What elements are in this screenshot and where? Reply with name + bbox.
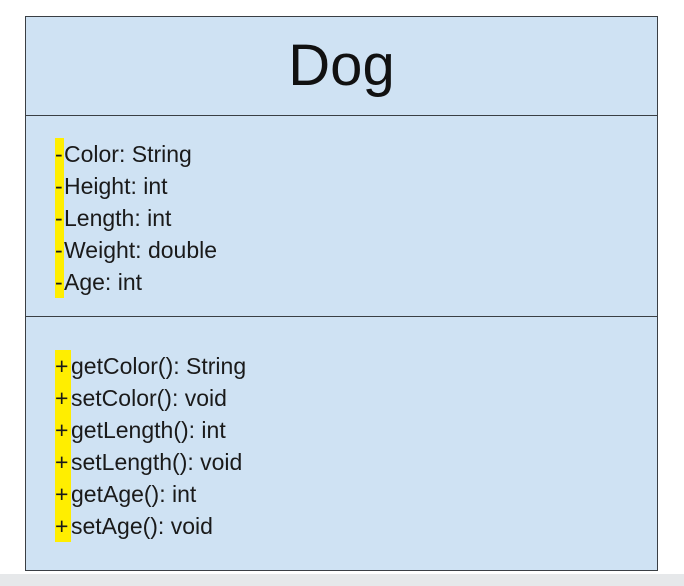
visibility-marker: -: [55, 138, 64, 170]
operation-text: setColor(): void: [71, 385, 227, 411]
attribute-text: Height: int: [64, 173, 168, 199]
operation-item: + setColor(): void: [55, 382, 246, 414]
operation-list: + getColor(): String + setColor(): void + g…: [55, 350, 246, 542]
attribute-item: - Weight: double: [55, 234, 217, 266]
class-name: Dog: [288, 33, 395, 98]
bottom-strip: [0, 574, 684, 586]
operation-text: setAge(): void: [71, 513, 213, 539]
visibility-marker: +: [55, 510, 71, 542]
attribute-text: Length: int: [64, 205, 172, 231]
operations-compartment: + getColor(): String + setColor(): void + g…: [26, 317, 657, 570]
attribute-item: - Age: int: [55, 266, 217, 298]
operation-text: getLength(): int: [71, 417, 226, 443]
visibility-marker: -: [55, 170, 64, 202]
attribute-text: Age: int: [64, 269, 142, 295]
visibility-marker: -: [55, 266, 64, 298]
operation-text: getAge(): int: [71, 481, 197, 507]
attribute-item: - Length: int: [55, 202, 217, 234]
visibility-marker: -: [55, 234, 64, 266]
visibility-marker: +: [55, 414, 71, 446]
visibility-marker: +: [55, 446, 71, 478]
visibility-marker: -: [55, 202, 64, 234]
operation-item: + setAge(): void: [55, 510, 246, 542]
operation-item: + getColor(): String: [55, 350, 246, 382]
class-name-compartment: Dog: [26, 17, 657, 116]
attributes-compartment: - Color: String - Height: int - Length: int…: [26, 116, 657, 317]
attribute-text: Weight: double: [64, 237, 218, 263]
operation-text: getColor(): String: [71, 353, 247, 379]
visibility-marker: +: [55, 382, 71, 414]
operation-text: setLength(): void: [71, 449, 243, 475]
uml-class-box[interactable]: Dog - Color: String - Height: int - Length:…: [25, 16, 658, 571]
attribute-list: - Color: String - Height: int - Length: int…: [55, 138, 217, 298]
attribute-item: - Height: int: [55, 170, 217, 202]
visibility-marker: +: [55, 350, 71, 382]
attribute-text: Color: String: [64, 141, 192, 167]
operation-item: + getLength(): int: [55, 414, 246, 446]
operation-item: + getAge(): int: [55, 478, 246, 510]
attribute-item: - Color: String: [55, 138, 217, 170]
visibility-marker: +: [55, 478, 71, 510]
operation-item: + setLength(): void: [55, 446, 246, 478]
